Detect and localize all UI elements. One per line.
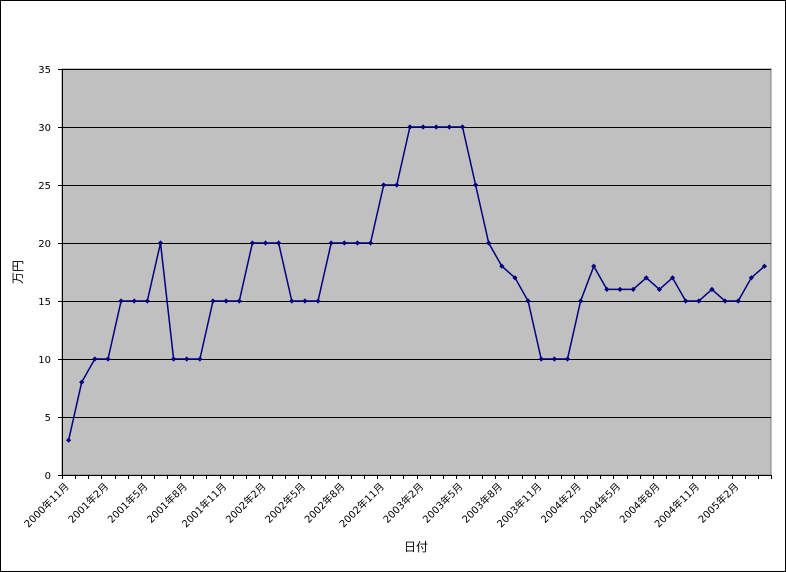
data-point — [446, 124, 452, 130]
data-point — [354, 240, 361, 246]
data-point — [551, 356, 557, 362]
data-point — [591, 263, 597, 269]
data-point — [223, 298, 229, 304]
axes — [62, 69, 772, 479]
x-tick-label: 2003年5月 — [420, 480, 466, 526]
data-point — [289, 298, 295, 304]
y-axis-tick-labels: 0 5 10 15 20 25 30 35 — [38, 65, 51, 482]
x-tick-label: 2003年2月 — [380, 480, 426, 526]
data-point — [276, 240, 282, 246]
x-axis-label: 日付 — [404, 540, 428, 554]
y-tick-label: 25 — [38, 181, 51, 192]
data-point — [709, 286, 715, 292]
x-tick-label: 2001年2月 — [65, 480, 111, 526]
data-point — [630, 286, 636, 292]
data-point — [604, 286, 610, 292]
data-point — [118, 298, 124, 304]
data-point — [696, 298, 702, 304]
x-tick-label: 2002年5月 — [262, 480, 308, 526]
y-tick-label: 0 — [45, 471, 51, 482]
data-point — [79, 379, 85, 385]
data-point — [249, 240, 255, 246]
y-axis-label: 万円 — [11, 260, 25, 284]
data-point — [564, 356, 571, 362]
data-point — [643, 275, 649, 281]
data-point — [262, 240, 269, 246]
data-point — [683, 298, 689, 304]
data-point — [236, 298, 242, 304]
data-point — [499, 263, 505, 269]
data-point — [65, 437, 72, 443]
x-tick-label: 2004年2月 — [538, 480, 584, 526]
data-point — [407, 124, 413, 130]
data-point — [512, 275, 518, 281]
data-point — [669, 275, 676, 281]
data-point — [459, 124, 466, 130]
data-point — [761, 263, 768, 269]
data-point — [184, 356, 190, 362]
data-point — [210, 298, 216, 304]
data-point — [486, 240, 492, 246]
x-tick-label: 2000年11月 — [21, 480, 71, 530]
gridlines — [58, 69, 771, 476]
y-tick-label: 35 — [38, 65, 51, 76]
data-point — [656, 286, 662, 292]
data-point — [525, 298, 531, 304]
x-tick-label: 2002年2月 — [223, 480, 269, 526]
data-point — [748, 275, 754, 281]
data-point — [144, 298, 150, 304]
data-point — [367, 240, 374, 246]
x-tick-label: 2004年5月 — [577, 480, 623, 526]
data-point — [735, 298, 741, 304]
data-point — [131, 298, 137, 304]
plot-area — [61, 68, 772, 476]
data-point — [171, 356, 177, 362]
data-point — [578, 298, 584, 304]
data-point — [328, 240, 334, 246]
y-tick-label: 5 — [45, 413, 51, 424]
data-point — [197, 356, 203, 362]
data-point — [722, 298, 728, 304]
y-tick-label: 10 — [38, 355, 51, 366]
data-point — [381, 182, 387, 188]
data-point — [341, 240, 347, 246]
data-point — [394, 182, 400, 188]
data-point — [92, 356, 98, 362]
x-axis-tick-labels: 2000年11月2001年2月2001年5月2001年8月2001年11月200… — [21, 480, 741, 530]
data-point — [538, 356, 544, 362]
data-point — [617, 286, 623, 292]
y-tick-label: 20 — [38, 239, 51, 250]
y-tick-label: 15 — [38, 297, 51, 308]
y-tick-label: 30 — [38, 123, 51, 134]
data-series — [65, 124, 768, 443]
data-point — [315, 298, 321, 304]
data-point — [433, 124, 439, 130]
data-point — [420, 124, 426, 130]
x-tick-label: 2001年5月 — [105, 480, 151, 526]
data-point — [302, 298, 308, 304]
data-point — [105, 356, 111, 362]
x-tick-label: 2005年2月 — [695, 480, 741, 526]
data-point — [472, 182, 479, 188]
data-point — [157, 240, 164, 246]
